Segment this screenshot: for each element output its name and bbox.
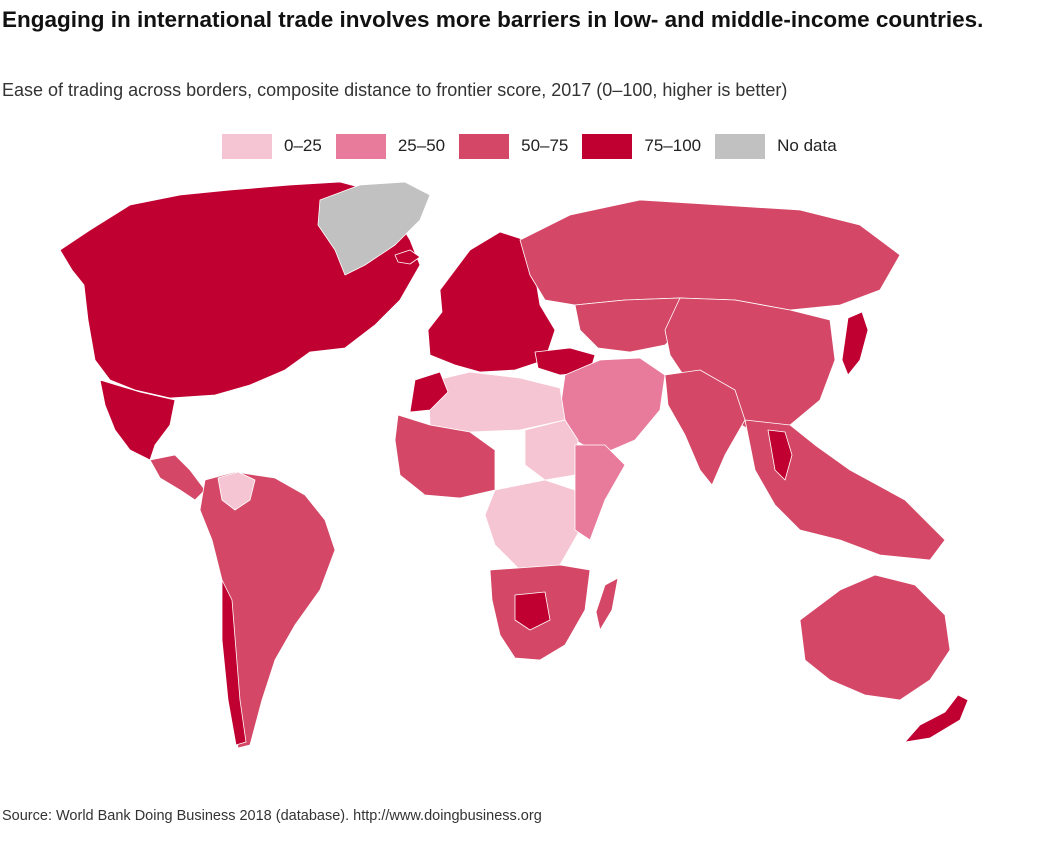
- region-iceland: [394, 249, 421, 265]
- region-south-america: [199, 471, 336, 749]
- region-russia: [519, 199, 901, 311]
- legend-swatch-no-data: [715, 133, 766, 159]
- legend-item-25-50: 25–50: [335, 133, 446, 159]
- source-note: Source: World Bank Doing Business 2018 (…: [2, 808, 542, 824]
- region-india: [664, 369, 746, 486]
- region-morocco: [409, 371, 449, 413]
- legend-label-no-data: No data: [777, 136, 837, 155]
- region-venezuela: [217, 471, 256, 511]
- region-central-america: [149, 454, 206, 501]
- legend-item-0-25: 0–25: [222, 133, 322, 159]
- region-australia: [799, 574, 951, 701]
- legend-label-75-100: 75–100: [644, 136, 702, 155]
- legend-swatch-50-75: [459, 133, 510, 159]
- legend-label-50-75: 50–75: [521, 136, 569, 155]
- legend-item-50-75: 50–75: [459, 133, 569, 159]
- legend-item-75-100: 75–100: [582, 133, 702, 159]
- legend: 0–25 25–50 50–75 75–100 No data: [222, 133, 851, 159]
- legend-swatch-75-100: [582, 133, 633, 159]
- region-central-africa: [484, 479, 581, 571]
- legend-label-0-25: 0–25: [284, 136, 322, 155]
- legend-label-25-50: 25–50: [397, 136, 446, 155]
- legend-swatch-0-25: [222, 133, 272, 159]
- region-north-africa: [427, 371, 566, 433]
- world-map: [59, 181, 969, 749]
- region-botswana: [514, 591, 551, 631]
- region-sudan: [524, 419, 579, 481]
- region-east-africa: [574, 444, 626, 541]
- region-thailand: [767, 429, 793, 481]
- legend-item-no-data: No data: [715, 133, 837, 159]
- region-madagascar: [595, 577, 619, 631]
- region-west-africa: [394, 414, 496, 499]
- region-japan: [841, 311, 869, 376]
- region-chile: [221, 579, 247, 746]
- region-southeast-asia: [744, 419, 946, 561]
- legend-swatch-25-50: [335, 133, 386, 159]
- region-greenland: [317, 181, 431, 276]
- region-new-zealand: [904, 694, 969, 743]
- chart-subtitle: Ease of trading across borders, composit…: [2, 80, 788, 100]
- region-mexico: [99, 379, 176, 461]
- chart-title: Engaging in international trade involves…: [2, 7, 984, 32]
- region-central-asia: [574, 297, 691, 353]
